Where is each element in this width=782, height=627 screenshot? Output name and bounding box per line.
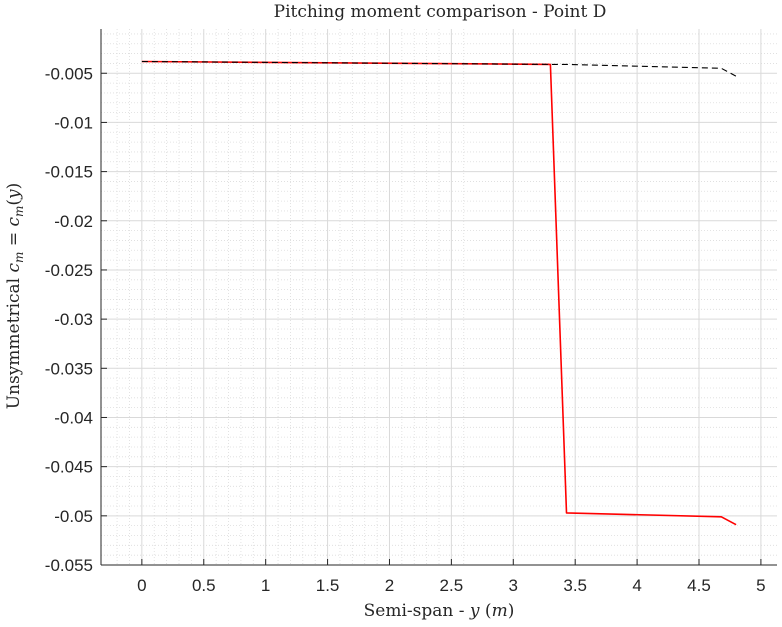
y-axis-label-arg-close: ) [4,183,24,190]
x-axis-label-unit: m [492,601,508,621]
y-tick-label: -0.035 [45,359,93,378]
y-axis-label-equals: = [4,227,24,252]
x-tick-label: 0.5 [192,576,216,595]
y-tick-label: -0.01 [54,113,93,132]
x-tick-label: 5 [756,576,765,595]
x-axis-label-unit-open: ( [480,601,492,621]
y-tick-labels: -0.005 -0.01 -0.015 -0.02 -0.025 -0.03 -0.035 -… [45,64,93,575]
x-tick-label: 2.5 [440,576,464,595]
axes [100,29,777,566]
y-tick-label: -0.005 [45,64,93,83]
x-tick-label: 0 [137,576,146,595]
y-tick-label: -0.03 [54,310,93,329]
y-tick-label: -0.025 [45,261,93,280]
x-tick-label: 3.5 [563,576,587,595]
x-tick-label: 3 [509,576,518,595]
y-tick-label: -0.02 [54,212,93,231]
y-axis-label-arg: y [4,189,24,200]
y-axis-label-lhs-sub: m [12,252,26,263]
y-tick-label: -0.015 [45,163,93,182]
y-axis-label: Unsymmetrical cm = cm(y) [4,183,26,410]
minor-grid [101,29,777,565]
chart-title: Pitching moment comparison - Point D [274,2,607,22]
x-axis-label-prefix: Semi-span - [364,601,470,621]
y-axis-label-lhs: c [4,263,24,273]
x-axis-label-var: y [469,601,480,621]
y-axis-label-prefix: Unsymmetrical [4,273,24,410]
y-axis-label-rhs: c [4,217,24,227]
y-tick-label: -0.045 [45,458,93,477]
x-tick-labels: 0 0.5 1 1.5 2 2.5 3 3.5 4 4.5 5 [137,576,766,595]
x-tick-label: 4.5 [687,576,711,595]
series-line-dashed [141,60,737,77]
y-tick-label: -0.04 [54,408,93,427]
series-layer [141,60,737,526]
x-axis-label-unit-close: ) [508,601,515,621]
y-axis-label-rhs-sub: m [12,206,26,217]
x-tick-label: 1 [261,576,270,595]
x-tick-label: 1.5 [316,576,340,595]
y-axis-label-arg-open: ( [4,199,24,206]
x-tick-label: 4 [632,576,641,595]
x-tick-label: 2 [385,576,394,595]
y-tick-label: -0.055 [45,556,93,575]
x-axis-label: Semi-span - y (m) [364,601,515,621]
y-tick-label: -0.05 [54,507,93,526]
